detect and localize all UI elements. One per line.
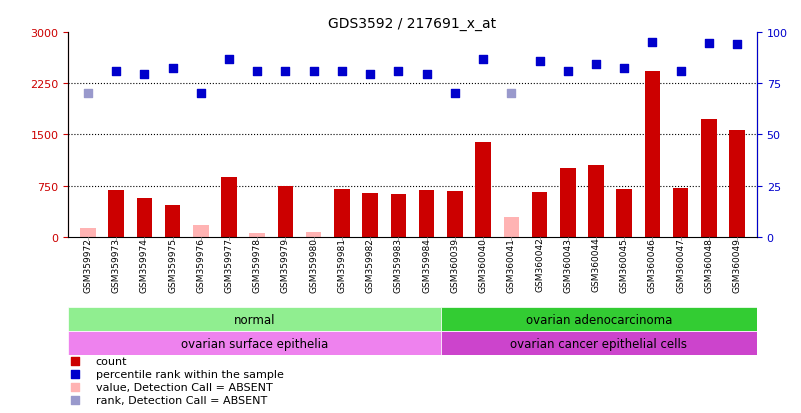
- Point: [646, 39, 659, 46]
- Text: rank, Detection Call = ABSENT: rank, Detection Call = ABSENT: [95, 395, 267, 405]
- Bar: [617, 190, 632, 237]
- Point: [674, 69, 687, 75]
- Point: [166, 66, 179, 72]
- Point: [421, 71, 433, 78]
- Point: [251, 69, 264, 75]
- Text: normal: normal: [234, 313, 276, 326]
- Bar: [588, 166, 604, 237]
- Point: [505, 91, 517, 97]
- Point: [449, 91, 461, 97]
- Text: GSM359979: GSM359979: [281, 237, 290, 292]
- Text: ovarian surface epithelia: ovarian surface epithelia: [181, 337, 328, 350]
- Bar: [701, 120, 717, 237]
- Point: [392, 69, 405, 75]
- Bar: [532, 193, 547, 237]
- Bar: [391, 195, 406, 237]
- Bar: [362, 194, 378, 237]
- Bar: [419, 191, 434, 237]
- Text: GSM359981: GSM359981: [337, 237, 347, 292]
- Text: GSM359978: GSM359978: [253, 237, 262, 292]
- Point: [477, 56, 489, 63]
- Text: GSM360048: GSM360048: [704, 237, 714, 292]
- Text: GSM360043: GSM360043: [563, 237, 572, 292]
- Title: GDS3592 / 217691_x_at: GDS3592 / 217691_x_at: [328, 17, 497, 31]
- Bar: [673, 188, 689, 237]
- Bar: [306, 232, 321, 237]
- Text: GSM359982: GSM359982: [366, 237, 375, 292]
- Point: [731, 42, 743, 49]
- Text: count: count: [95, 357, 127, 367]
- Point: [562, 69, 574, 75]
- Point: [223, 56, 235, 63]
- Text: GSM360047: GSM360047: [676, 237, 685, 292]
- Text: GSM360040: GSM360040: [478, 237, 488, 292]
- Text: GSM359972: GSM359972: [83, 237, 92, 292]
- Bar: [334, 190, 350, 237]
- Text: ovarian cancer epithelial cells: ovarian cancer epithelial cells: [510, 337, 687, 350]
- Text: GSM359975: GSM359975: [168, 237, 177, 292]
- Bar: [80, 229, 95, 237]
- Point: [82, 91, 95, 97]
- Text: value, Detection Call = ABSENT: value, Detection Call = ABSENT: [95, 382, 272, 392]
- Text: ovarian adenocarcinoma: ovarian adenocarcinoma: [525, 313, 672, 326]
- Text: GSM360044: GSM360044: [591, 237, 601, 292]
- Point: [69, 397, 82, 404]
- Bar: [645, 72, 660, 237]
- Bar: [165, 205, 180, 237]
- Point: [69, 358, 82, 365]
- Text: GSM360046: GSM360046: [648, 237, 657, 292]
- Point: [618, 66, 630, 72]
- Text: GSM360049: GSM360049: [733, 237, 742, 292]
- Point: [138, 71, 151, 78]
- Bar: [136, 199, 152, 237]
- Bar: [68, 307, 441, 331]
- Bar: [108, 190, 124, 237]
- Text: percentile rank within the sample: percentile rank within the sample: [95, 370, 284, 380]
- Bar: [730, 130, 745, 237]
- Bar: [249, 233, 265, 237]
- Text: GSM359976: GSM359976: [196, 237, 205, 292]
- Bar: [441, 307, 757, 331]
- Bar: [504, 217, 519, 237]
- Point: [702, 40, 715, 47]
- Bar: [475, 142, 491, 237]
- Text: GSM360041: GSM360041: [507, 237, 516, 292]
- Point: [195, 91, 207, 97]
- Text: GSM359977: GSM359977: [224, 237, 234, 292]
- Text: GSM359983: GSM359983: [394, 237, 403, 292]
- Bar: [560, 169, 576, 237]
- Bar: [447, 192, 463, 237]
- Point: [69, 384, 82, 391]
- Point: [279, 69, 292, 75]
- Text: GSM360039: GSM360039: [450, 237, 459, 292]
- Point: [336, 69, 348, 75]
- Point: [110, 69, 123, 75]
- Point: [308, 69, 320, 75]
- Point: [590, 62, 602, 68]
- Bar: [193, 226, 208, 237]
- Bar: [278, 187, 293, 237]
- Text: GSM360042: GSM360042: [535, 237, 544, 292]
- Text: GSM359974: GSM359974: [140, 237, 149, 292]
- Text: GSM359984: GSM359984: [422, 237, 431, 292]
- Text: GSM360045: GSM360045: [620, 237, 629, 292]
- Bar: [68, 331, 441, 355]
- Text: GSM359980: GSM359980: [309, 237, 318, 292]
- Bar: [441, 331, 757, 355]
- Bar: [221, 177, 237, 237]
- Point: [69, 371, 82, 378]
- Text: GSM359973: GSM359973: [111, 237, 121, 292]
- Point: [533, 59, 546, 66]
- Point: [364, 71, 376, 78]
